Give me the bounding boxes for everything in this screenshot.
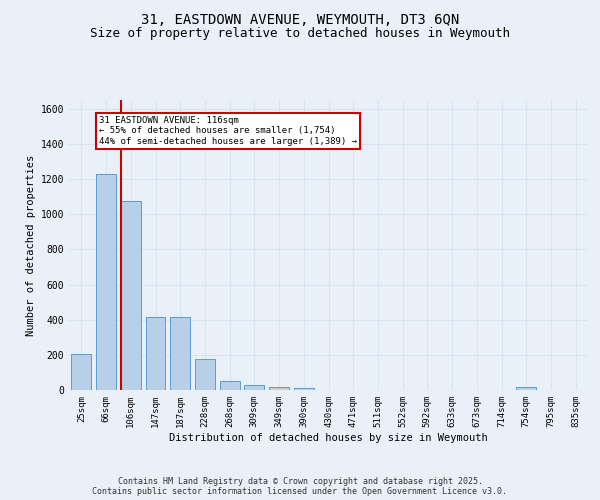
Bar	[121, 201, 140, 390]
Text: Size of property relative to detached houses in Weymouth: Size of property relative to detached ho…	[90, 28, 510, 40]
Bar	[220, 381, 239, 390]
Bar	[294, 388, 314, 390]
Bar	[195, 359, 215, 390]
Bar	[244, 384, 264, 390]
Y-axis label: Number of detached properties: Number of detached properties	[26, 154, 37, 336]
Bar	[269, 388, 289, 390]
Bar	[517, 388, 536, 390]
X-axis label: Distribution of detached houses by size in Weymouth: Distribution of detached houses by size …	[169, 432, 488, 442]
Bar	[96, 174, 116, 390]
Text: Contains HM Land Registry data © Crown copyright and database right 2025.
Contai: Contains HM Land Registry data © Crown c…	[92, 476, 508, 496]
Bar	[71, 354, 91, 390]
Bar	[146, 317, 166, 390]
Text: 31, EASTDOWN AVENUE, WEYMOUTH, DT3 6QN: 31, EASTDOWN AVENUE, WEYMOUTH, DT3 6QN	[141, 12, 459, 26]
Text: 31 EASTDOWN AVENUE: 116sqm
← 55% of detached houses are smaller (1,754)
44% of s: 31 EASTDOWN AVENUE: 116sqm ← 55% of deta…	[99, 116, 357, 146]
Bar	[170, 317, 190, 390]
